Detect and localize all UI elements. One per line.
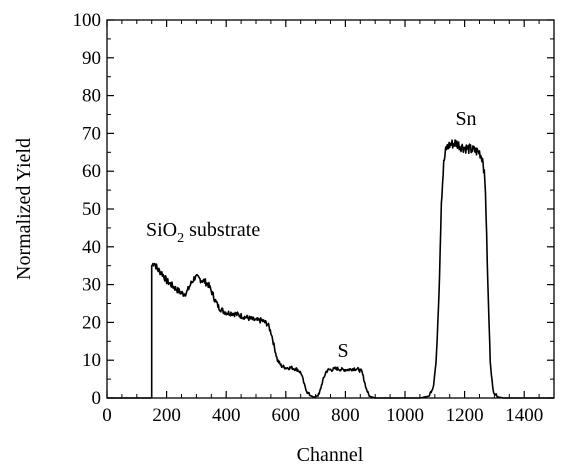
- annotation-sio2-suffix: substrate: [184, 219, 260, 241]
- y-tick-label: 50: [82, 199, 101, 220]
- y-tick-label: 70: [82, 123, 101, 144]
- y-tick-label: 80: [82, 86, 101, 107]
- y-tick-label: 10: [82, 350, 101, 371]
- y-axis-ticks: 0 10 20 30 40 50 60 70 80 90 100: [73, 10, 554, 409]
- plot-frame: [106, 19, 555, 399]
- yield-spectrum-line: [106, 139, 555, 399]
- annotation-s: S: [337, 340, 348, 362]
- y-tick-label: 40: [82, 237, 101, 258]
- x-axis-title: Channel: [297, 444, 364, 466]
- annotation-sio2-substrate: SiO2 substrate: [146, 219, 260, 246]
- y-tick-label: 90: [82, 48, 101, 69]
- annotation-sn: Sn: [455, 108, 476, 130]
- y-tick-label: 60: [82, 161, 101, 182]
- x-tick-label: 0: [102, 405, 112, 426]
- x-tick-label: 1200: [446, 405, 484, 426]
- annotation-sio2-main: SiO: [146, 219, 177, 241]
- x-tick-label: 800: [331, 405, 360, 426]
- y-axis-title: Normalized Yield: [13, 138, 35, 280]
- x-tick-label: 200: [152, 405, 181, 426]
- y-tick-label: 30: [82, 275, 101, 296]
- y-tick-label: 0: [92, 388, 102, 409]
- x-tick-label: 600: [272, 405, 301, 426]
- annotation-sio2-subscript: 2: [177, 231, 184, 246]
- x-tick-label: 1000: [386, 405, 424, 426]
- x-tick-label: 400: [212, 405, 241, 426]
- y-tick-label: 100: [73, 10, 102, 31]
- x-tick-label: 1400: [505, 405, 543, 426]
- x-axis-ticks: 0 200 400 600 800 1000 1200 1400: [102, 20, 543, 426]
- y-tick-label: 20: [82, 312, 101, 333]
